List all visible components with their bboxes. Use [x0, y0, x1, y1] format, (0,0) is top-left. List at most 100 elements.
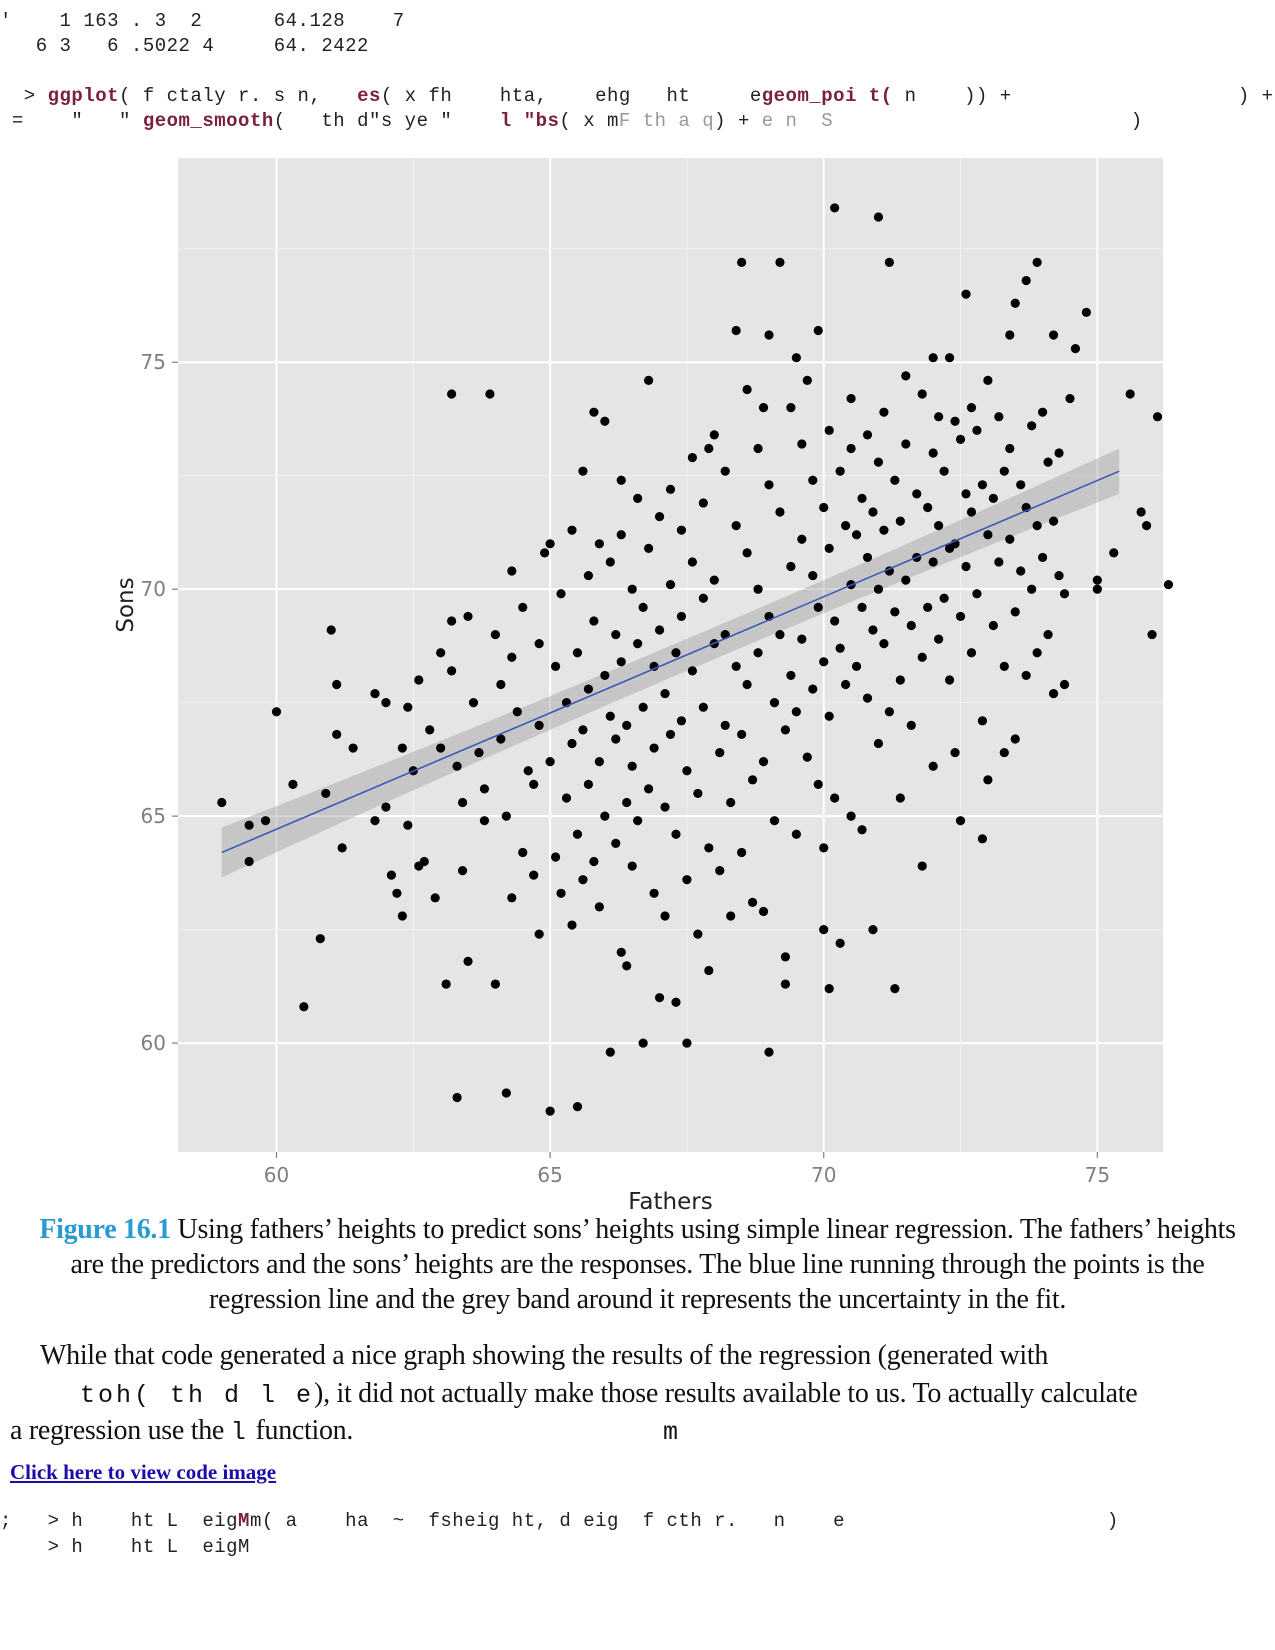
- data-point: [720, 466, 730, 476]
- plot-panel: [178, 158, 1163, 1152]
- data-point: [381, 802, 391, 812]
- data-point: [862, 430, 873, 440]
- data-point: [611, 734, 621, 744]
- data-point: [578, 875, 588, 885]
- x-tick-label: 65: [537, 1163, 562, 1187]
- paragraph-line-3: a regression use the l function.: [10, 1415, 354, 1447]
- data-point: [1005, 534, 1015, 544]
- data-point: [545, 757, 555, 767]
- data-point: [457, 797, 468, 808]
- data-point: [1010, 734, 1020, 744]
- data-point: [496, 679, 506, 690]
- data-point: [737, 729, 747, 740]
- data-point: [627, 861, 637, 871]
- data-point: [747, 775, 758, 785]
- y-tick-label: 60: [141, 1031, 166, 1055]
- data-point: [742, 548, 752, 558]
- data-point: [972, 589, 982, 599]
- data-point: [260, 816, 271, 826]
- data-point: [693, 929, 703, 939]
- data-point: [567, 525, 577, 535]
- data-point: [1021, 275, 1031, 286]
- data-point: [901, 371, 911, 381]
- data-point: [627, 761, 637, 771]
- data-point: [846, 811, 856, 821]
- data-point: [764, 1047, 774, 1057]
- data-point: [742, 679, 752, 690]
- data-point: [791, 707, 801, 717]
- data-point: [594, 757, 604, 767]
- data-point: [1027, 421, 1037, 431]
- confidence-band: [221, 448, 1120, 878]
- data-point: [704, 843, 714, 853]
- inline-code: toh( th d l e: [80, 1381, 315, 1410]
- data-point: [687, 557, 697, 567]
- data-point: [966, 403, 977, 413]
- data-point: [348, 743, 358, 753]
- data-point: [884, 566, 894, 576]
- data-point: [550, 852, 561, 862]
- data-point: [802, 375, 812, 386]
- data-point: [644, 784, 654, 794]
- data-point: [1054, 448, 1064, 458]
- data-point: [452, 1092, 462, 1103]
- data-point: [753, 584, 763, 594]
- data-point: [578, 725, 588, 735]
- data-point: [490, 979, 500, 989]
- data-point: [1021, 670, 1031, 681]
- figure-caption: Figure 16.1 Using fathers’ heights to pr…: [20, 1212, 1255, 1317]
- data-point: [988, 493, 998, 504]
- data-point: [578, 466, 588, 476]
- data-point: [436, 743, 446, 753]
- data-point: [999, 747, 1009, 758]
- data-point: [857, 493, 867, 504]
- data-point: [660, 802, 670, 812]
- data-point: [983, 775, 993, 785]
- data-point: [879, 525, 889, 535]
- data-point: [928, 353, 938, 363]
- data-point: [791, 353, 801, 363]
- data-point: [769, 698, 780, 708]
- data-point: [704, 443, 714, 454]
- data-point: [868, 625, 878, 635]
- data-point: [955, 611, 966, 622]
- data-point: [868, 924, 878, 935]
- data-point: [534, 720, 544, 730]
- data-point: [846, 443, 856, 454]
- data-point: [1032, 257, 1042, 267]
- data-point: [326, 625, 336, 635]
- data-point: [660, 911, 670, 921]
- data-point: [1048, 688, 1059, 699]
- data-point: [217, 797, 227, 808]
- data-point: [890, 607, 900, 617]
- data-point: [1147, 629, 1157, 640]
- view-code-image-link[interactable]: Click here to view code image: [10, 1460, 277, 1484]
- data-point: [698, 593, 708, 603]
- data-point: [895, 516, 905, 526]
- data-point: [999, 466, 1009, 476]
- data-point: [977, 480, 988, 490]
- data-point: [605, 1047, 615, 1057]
- data-point: [622, 961, 632, 971]
- data-point: [824, 984, 834, 994]
- data-point: [654, 993, 665, 1003]
- data-point: [720, 720, 730, 730]
- data-point: [594, 902, 604, 912]
- data-point: [786, 670, 796, 681]
- data-point: [447, 389, 457, 399]
- data-point: [944, 353, 955, 363]
- data-point: [616, 657, 626, 667]
- data-point: [824, 543, 834, 553]
- data-point: [392, 888, 402, 898]
- data-point: [862, 552, 873, 563]
- data-point: [780, 979, 791, 989]
- data-point: [288, 779, 298, 789]
- data-point: [1081, 307, 1091, 317]
- data-point: [556, 589, 566, 599]
- data-point: [332, 729, 342, 740]
- data-point: [507, 893, 517, 903]
- data-point: [934, 412, 944, 422]
- data-point: [523, 766, 533, 776]
- data-point: [939, 593, 949, 603]
- data-point: [955, 434, 966, 445]
